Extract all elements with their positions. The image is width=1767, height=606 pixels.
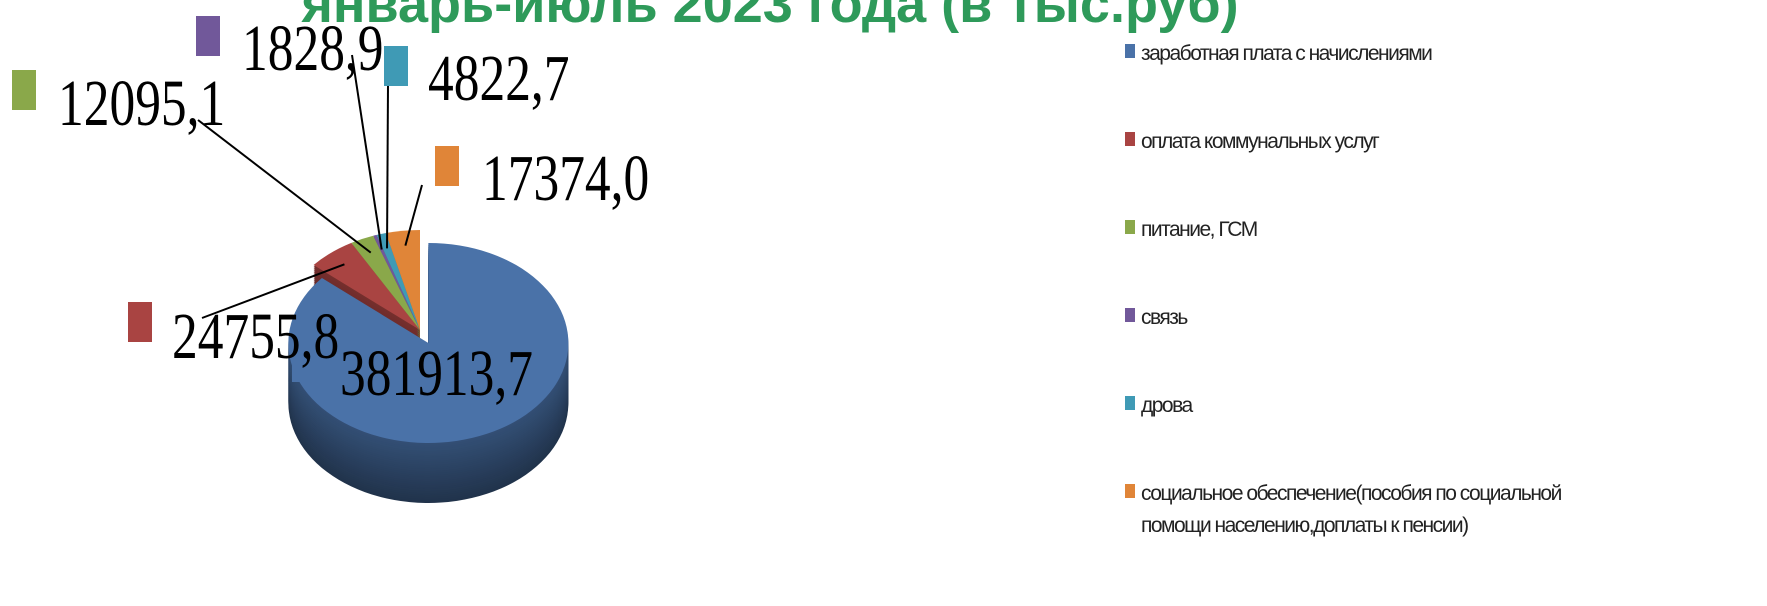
slice xyxy=(313,242,420,330)
leader-line xyxy=(351,54,383,250)
legend-swatch xyxy=(1125,220,1135,234)
legend-swatch xyxy=(1125,484,1135,498)
legend-label: питание, ГСМ xyxy=(1141,218,1258,241)
legend-swatch xyxy=(1125,132,1135,146)
legend-item: связь xyxy=(1125,302,1575,390)
legend-item: заработная плата с начислениями xyxy=(1125,38,1575,126)
leader-line xyxy=(201,263,345,319)
slice xyxy=(376,233,420,330)
label-swatch xyxy=(12,70,36,110)
legend-swatch xyxy=(1125,396,1135,410)
label-swatch xyxy=(196,16,220,56)
legend-item: питание, ГСМ xyxy=(1125,214,1575,302)
label-swatch xyxy=(384,46,408,86)
legend-label: заработная плата с начислениями xyxy=(1141,42,1433,65)
label-swatch xyxy=(435,146,459,186)
data-label: 24755,8 xyxy=(172,299,339,373)
legend: заработная плата с начислениями оплата ко… xyxy=(1125,38,1575,566)
legend-label: дрова xyxy=(1141,394,1193,417)
legend-label: оплата коммунальных услуг xyxy=(1141,130,1380,153)
leader-line xyxy=(386,84,389,249)
chart-title: январь-июль 2023 года (в тыс.руб) xyxy=(300,0,1238,34)
data-label: 381913,7 xyxy=(340,336,533,410)
legend-item: дрова xyxy=(1125,390,1575,478)
data-label: 4822,7 xyxy=(428,41,570,115)
legend-swatch xyxy=(1125,308,1135,322)
slice xyxy=(351,235,420,330)
legend-item: социальное обеспечение(пособия по социал… xyxy=(1125,478,1575,566)
data-label: 12095,1 xyxy=(58,66,225,140)
legend-label: социальное обеспечение(пособия по социал… xyxy=(1141,482,1562,537)
leader-line xyxy=(197,119,372,254)
label-swatch xyxy=(128,302,152,342)
slice xyxy=(288,242,569,443)
leader-line xyxy=(404,184,423,246)
legend-swatch xyxy=(1125,44,1135,58)
data-label: 17374,0 xyxy=(482,141,649,215)
label-swatch xyxy=(292,342,316,382)
slice xyxy=(385,230,420,330)
legend-label: связь xyxy=(1141,306,1188,329)
slice xyxy=(373,234,420,330)
data-label: 1828,9 xyxy=(242,11,384,85)
legend-item: оплата коммунальных услуг xyxy=(1125,126,1575,214)
